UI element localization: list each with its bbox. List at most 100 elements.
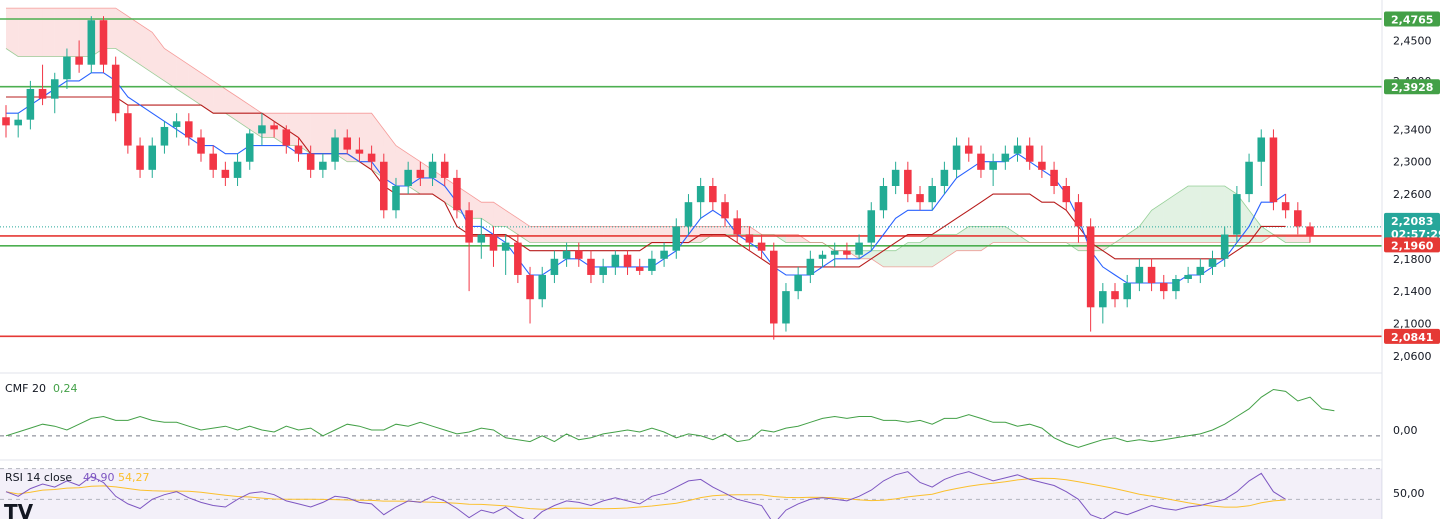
candle-body[interactable] [1123,283,1131,300]
candle-body[interactable] [599,266,607,275]
candle-body[interactable] [1086,226,1095,308]
candle-body[interactable] [733,218,741,235]
candle-body[interactable] [843,250,851,255]
candle-body[interactable] [380,161,388,211]
candle-body[interactable] [977,153,985,170]
candle-body[interactable] [99,20,108,65]
candle-body[interactable] [75,56,83,65]
candle-body[interactable] [1001,153,1010,162]
candle-body[interactable] [562,250,571,259]
candle-body[interactable] [124,113,132,146]
candle-body[interactable] [904,169,912,195]
candle-body[interactable] [794,274,802,292]
candle-body[interactable] [696,186,705,203]
candle-body[interactable] [611,254,620,267]
candle-body[interactable] [648,258,656,271]
candle-body[interactable] [587,258,595,275]
candle-body[interactable] [1196,266,1205,275]
tradingview-logo[interactable]: TV [4,500,34,519]
candle-body[interactable] [1245,161,1253,195]
candle-body[interactable] [745,234,754,243]
candle-body[interactable] [87,20,96,65]
candle-body[interactable] [331,137,339,162]
candle-body[interactable] [721,202,729,219]
candle-body[interactable] [453,177,461,211]
candle-body[interactable] [404,169,412,186]
candle-body[interactable] [160,126,169,146]
candle-body[interactable] [209,153,217,170]
candle-body[interactable] [672,226,681,251]
candle-body[interactable] [1220,234,1229,259]
candle-body[interactable] [1172,279,1180,292]
rsi-label[interactable]: RSI 14 close [5,471,72,484]
candle-body[interactable] [428,161,437,178]
candle-body[interactable] [1135,266,1144,284]
candle-body[interactable] [63,56,71,80]
candle-body[interactable] [1111,291,1119,300]
candle-body[interactable] [1025,145,1034,162]
candle-body[interactable] [1159,283,1168,292]
candle-body[interactable] [111,64,120,114]
candle-body[interactable] [306,153,315,170]
candlesticks[interactable] [2,16,1314,340]
candle-body[interactable] [416,169,425,178]
candle-body[interactable] [782,291,790,324]
candle-body[interactable] [1038,161,1046,170]
candle-body[interactable] [1257,137,1266,162]
candle-body[interactable] [50,79,59,99]
candle-body[interactable] [1099,291,1107,308]
candle-body[interactable] [891,169,900,186]
candle-body[interactable] [440,161,449,178]
candle-body[interactable] [769,250,778,324]
candle-body[interactable] [38,88,47,99]
candle-body[interactable] [1050,169,1058,186]
candle-body[interactable] [343,137,352,150]
candle-body[interactable] [477,234,486,243]
candle-body[interactable] [2,117,10,126]
candle-body[interactable] [1208,258,1217,267]
candle-body[interactable] [1184,274,1192,279]
candle-body[interactable] [806,258,815,275]
candle-body[interactable] [221,169,230,178]
candle-body[interactable] [1294,210,1302,227]
candle-body[interactable] [1074,202,1083,227]
candle-body[interactable] [270,125,278,130]
candle-body[interactable] [989,161,997,170]
candle-body[interactable] [660,250,668,259]
candle-body[interactable] [526,274,534,300]
candle-body[interactable] [489,234,498,251]
candle-body[interactable] [1062,186,1071,203]
candle-body[interactable] [501,242,510,251]
candle-body[interactable] [635,266,644,271]
candle-body[interactable] [392,186,400,211]
candle-body[interactable] [465,210,473,243]
candle-body[interactable] [1233,194,1241,235]
candle-body[interactable] [928,186,936,203]
candle-body[interactable] [867,210,876,243]
candle-body[interactable] [550,258,559,275]
candle-body[interactable] [14,119,22,126]
candle-body[interactable] [916,194,924,203]
candle-body[interactable] [855,242,863,255]
candle-body[interactable] [185,121,193,138]
candle-body[interactable] [1281,202,1290,211]
candle-body[interactable] [258,125,266,134]
candle-body[interactable] [245,133,254,162]
candle-body[interactable] [1147,266,1156,284]
candle-body[interactable] [940,169,949,186]
candle-body[interactable] [709,186,717,203]
candle-body[interactable] [623,254,632,267]
candle-body[interactable] [684,202,693,227]
candle-body[interactable] [26,88,35,120]
candle-body[interactable] [514,242,522,275]
candle-body[interactable] [355,149,364,154]
cmf-label[interactable]: CMF 20 [5,382,46,395]
candle-body[interactable] [1306,226,1314,236]
candle-body[interactable] [575,250,583,259]
candle-body[interactable] [136,145,144,170]
candle-body[interactable] [319,161,327,170]
candle-body[interactable] [294,145,303,154]
candle-body[interactable] [1269,137,1278,203]
candle-body[interactable] [538,274,547,300]
